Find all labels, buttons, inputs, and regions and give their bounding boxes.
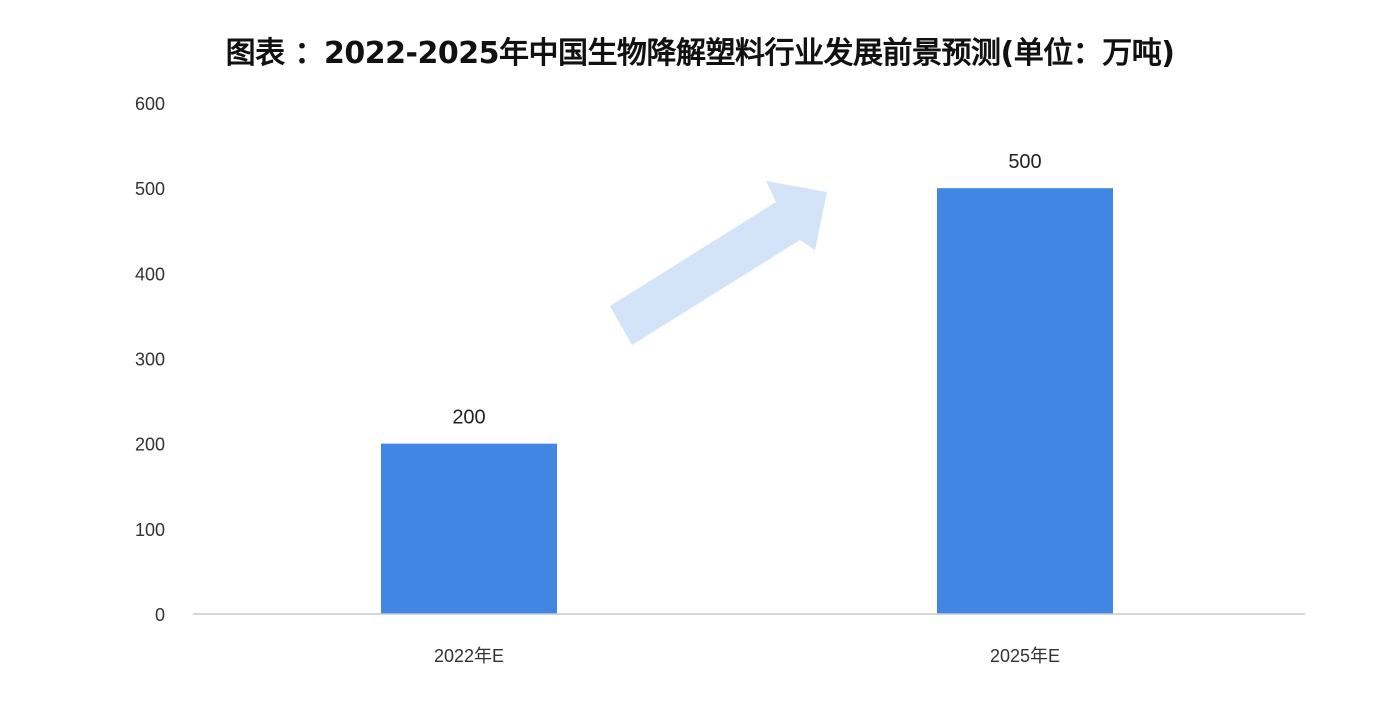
x-tick-label: 2025年E bbox=[990, 646, 1060, 666]
trend-arrow-icon bbox=[610, 181, 827, 345]
y-tick-label: 400 bbox=[135, 264, 165, 284]
y-tick-label: 500 bbox=[135, 179, 165, 199]
y-tick-label: 200 bbox=[135, 435, 165, 455]
data-label: 500 bbox=[1008, 151, 1041, 173]
y-tick-label: 600 bbox=[135, 94, 165, 114]
y-tick-label: 0 bbox=[155, 605, 165, 625]
y-tick-label: 300 bbox=[135, 350, 165, 370]
x-tick-label: 2022年E bbox=[434, 646, 504, 666]
data-label: 200 bbox=[452, 407, 485, 429]
bar-2025年E bbox=[937, 188, 1113, 614]
bar-2022年E bbox=[381, 443, 557, 614]
y-tick-label: 100 bbox=[135, 520, 165, 540]
chart-title: 图表 ：2022-2025年中国生物降解塑料行业发展前景预测(单位：万吨) bbox=[225, 36, 1175, 71]
